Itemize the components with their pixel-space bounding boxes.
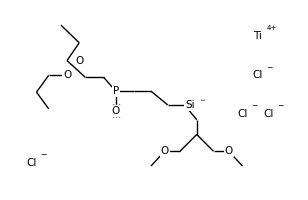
Text: Cl: Cl <box>253 70 263 80</box>
Text: Cl: Cl <box>27 158 37 168</box>
Text: O: O <box>112 106 120 116</box>
Text: O: O <box>75 56 83 66</box>
Text: Si: Si <box>185 100 195 110</box>
Text: −: − <box>251 101 257 110</box>
Text: ˆˆ: ˆˆ <box>199 100 206 106</box>
Text: O: O <box>225 146 233 156</box>
Text: Cl: Cl <box>263 109 274 119</box>
Text: Cl: Cl <box>237 109 248 119</box>
Text: −: − <box>266 63 272 72</box>
Text: O: O <box>160 146 169 156</box>
Text: 4+: 4+ <box>266 25 277 31</box>
Text: −: − <box>40 151 47 160</box>
Text: P: P <box>113 86 119 96</box>
Text: O: O <box>63 70 71 80</box>
Text: Ti: Ti <box>253 31 262 41</box>
Text: −: − <box>277 101 283 110</box>
